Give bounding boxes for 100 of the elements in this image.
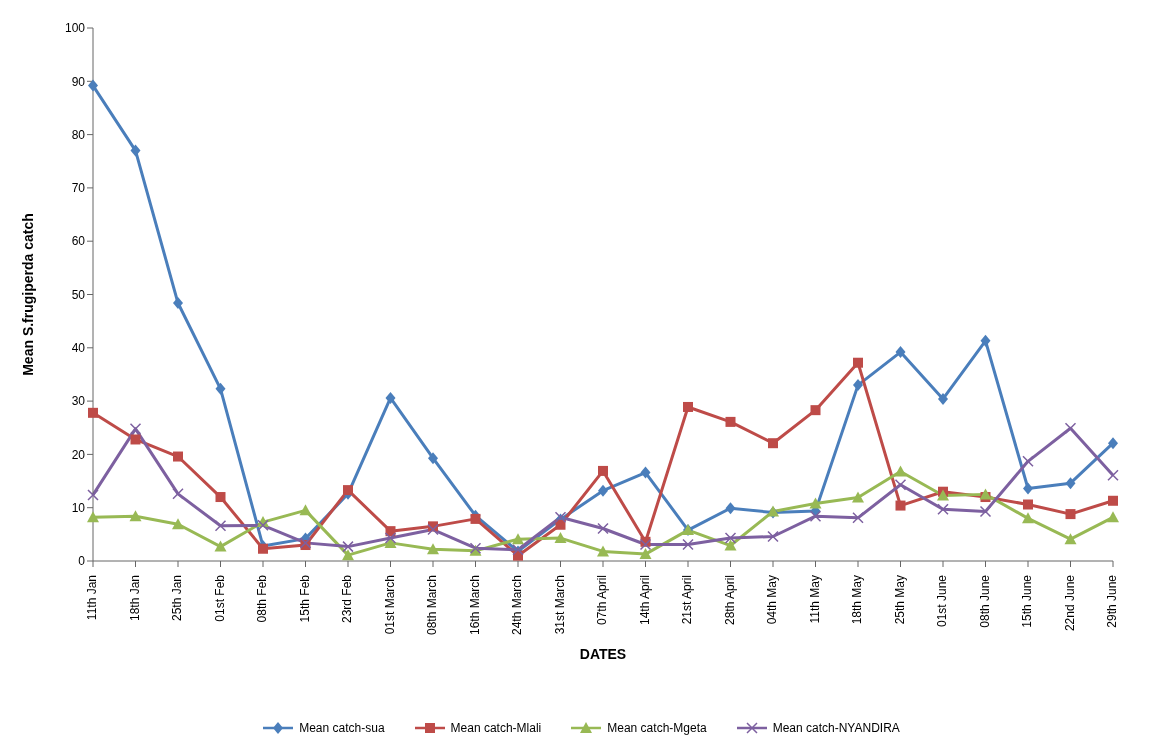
x-tick-label: 01st Feb <box>212 574 227 622</box>
point <box>1065 477 1076 490</box>
point <box>1022 455 1034 468</box>
y-tick-label: 50 <box>71 287 86 302</box>
point <box>215 492 226 503</box>
point <box>768 438 778 449</box>
x-tick-label: 04th May <box>765 575 780 625</box>
point <box>683 401 693 412</box>
point <box>724 532 737 544</box>
point <box>937 503 949 516</box>
point <box>1022 512 1034 524</box>
point <box>853 357 863 368</box>
point <box>1023 499 1033 510</box>
point <box>87 489 99 501</box>
point <box>428 452 438 465</box>
y-tick-label: 90 <box>71 74 86 89</box>
point <box>895 346 906 359</box>
point <box>852 491 864 503</box>
x-tick-label: 22nd June <box>1062 574 1077 632</box>
point <box>130 144 141 157</box>
point <box>173 451 183 462</box>
point <box>343 485 353 496</box>
x-tick-label: 15th June <box>1020 574 1035 628</box>
x-tick-label: 08th June <box>977 574 992 628</box>
x-tick-label: 21st April <box>680 575 695 625</box>
point <box>598 465 608 476</box>
x-tick-label: 01st June <box>935 574 950 628</box>
point <box>385 391 396 404</box>
y-tick-label: 60 <box>71 234 86 249</box>
point <box>129 510 142 522</box>
point <box>809 510 822 522</box>
y-tick-label: 30 <box>71 394 86 409</box>
x-tick-label: 25th Jan <box>170 575 185 622</box>
point <box>214 520 227 532</box>
point <box>894 479 907 491</box>
point <box>1065 509 1076 520</box>
y-tick-label: 40 <box>71 341 86 356</box>
point <box>299 504 312 516</box>
point <box>640 466 651 479</box>
point <box>342 540 354 553</box>
x-tick-label: 23rd Feb <box>340 574 355 624</box>
point <box>554 532 567 544</box>
point <box>810 405 821 416</box>
point <box>1023 482 1033 495</box>
point <box>130 434 141 445</box>
point <box>767 530 779 543</box>
x-tick-label: 15th Feb <box>297 574 312 623</box>
point <box>1108 437 1118 450</box>
point <box>980 334 991 347</box>
point <box>427 543 439 555</box>
point <box>427 523 439 536</box>
legend-label: Mean catch-NYANDIRA <box>771 721 900 735</box>
y-tick-label: 10 <box>71 500 86 515</box>
point <box>809 497 822 509</box>
point <box>639 548 652 560</box>
point <box>597 545 609 557</box>
x-tick-label: 28th April <box>722 575 737 626</box>
y-tick-label: 100 <box>64 21 86 36</box>
legend-label: Mean catch-Mgeta <box>606 721 707 735</box>
x-tick-label: 08th Feb <box>255 574 270 623</box>
x-tick-label: 14th April <box>637 575 652 626</box>
y-axis-title: Mean S.frugiperda catch <box>19 213 36 376</box>
point <box>597 522 609 535</box>
point <box>979 488 992 500</box>
legend-label: Mean catch-Mlali <box>449 721 542 735</box>
point <box>598 484 608 497</box>
point <box>1107 511 1119 523</box>
point <box>214 540 227 552</box>
x-tick-label: 25th May <box>892 575 907 625</box>
x-axis-title: DATES <box>579 646 627 662</box>
point <box>938 392 948 405</box>
point <box>1108 495 1118 506</box>
point <box>1107 469 1119 481</box>
point <box>342 549 354 561</box>
y-tick-label: 70 <box>71 181 86 196</box>
point <box>88 79 98 92</box>
x-tick-label: 11th May <box>807 575 822 624</box>
x-tick-label: 01st March <box>382 575 397 635</box>
point <box>894 465 907 477</box>
point <box>88 407 98 418</box>
point <box>129 423 142 435</box>
point <box>172 518 184 530</box>
legend-label: Mean catch-sua <box>298 721 385 735</box>
point <box>87 511 99 523</box>
point <box>724 539 737 551</box>
point <box>895 500 906 511</box>
point <box>512 533 524 545</box>
point <box>257 519 269 532</box>
y-tick-label: 20 <box>71 447 86 462</box>
point <box>555 519 566 530</box>
x-tick-label: 29th June <box>1105 574 1120 628</box>
x-tick-label: 16th March <box>467 575 482 636</box>
point <box>384 532 397 544</box>
point <box>937 489 949 501</box>
x-tick-label: 24th March <box>510 575 525 636</box>
x-tick-label: 08th March <box>425 575 440 636</box>
x-tick-label: 31st March <box>552 575 567 635</box>
y-tick-label: 80 <box>71 127 86 142</box>
point <box>173 297 183 310</box>
x-tick-label: 07th April <box>595 575 610 626</box>
